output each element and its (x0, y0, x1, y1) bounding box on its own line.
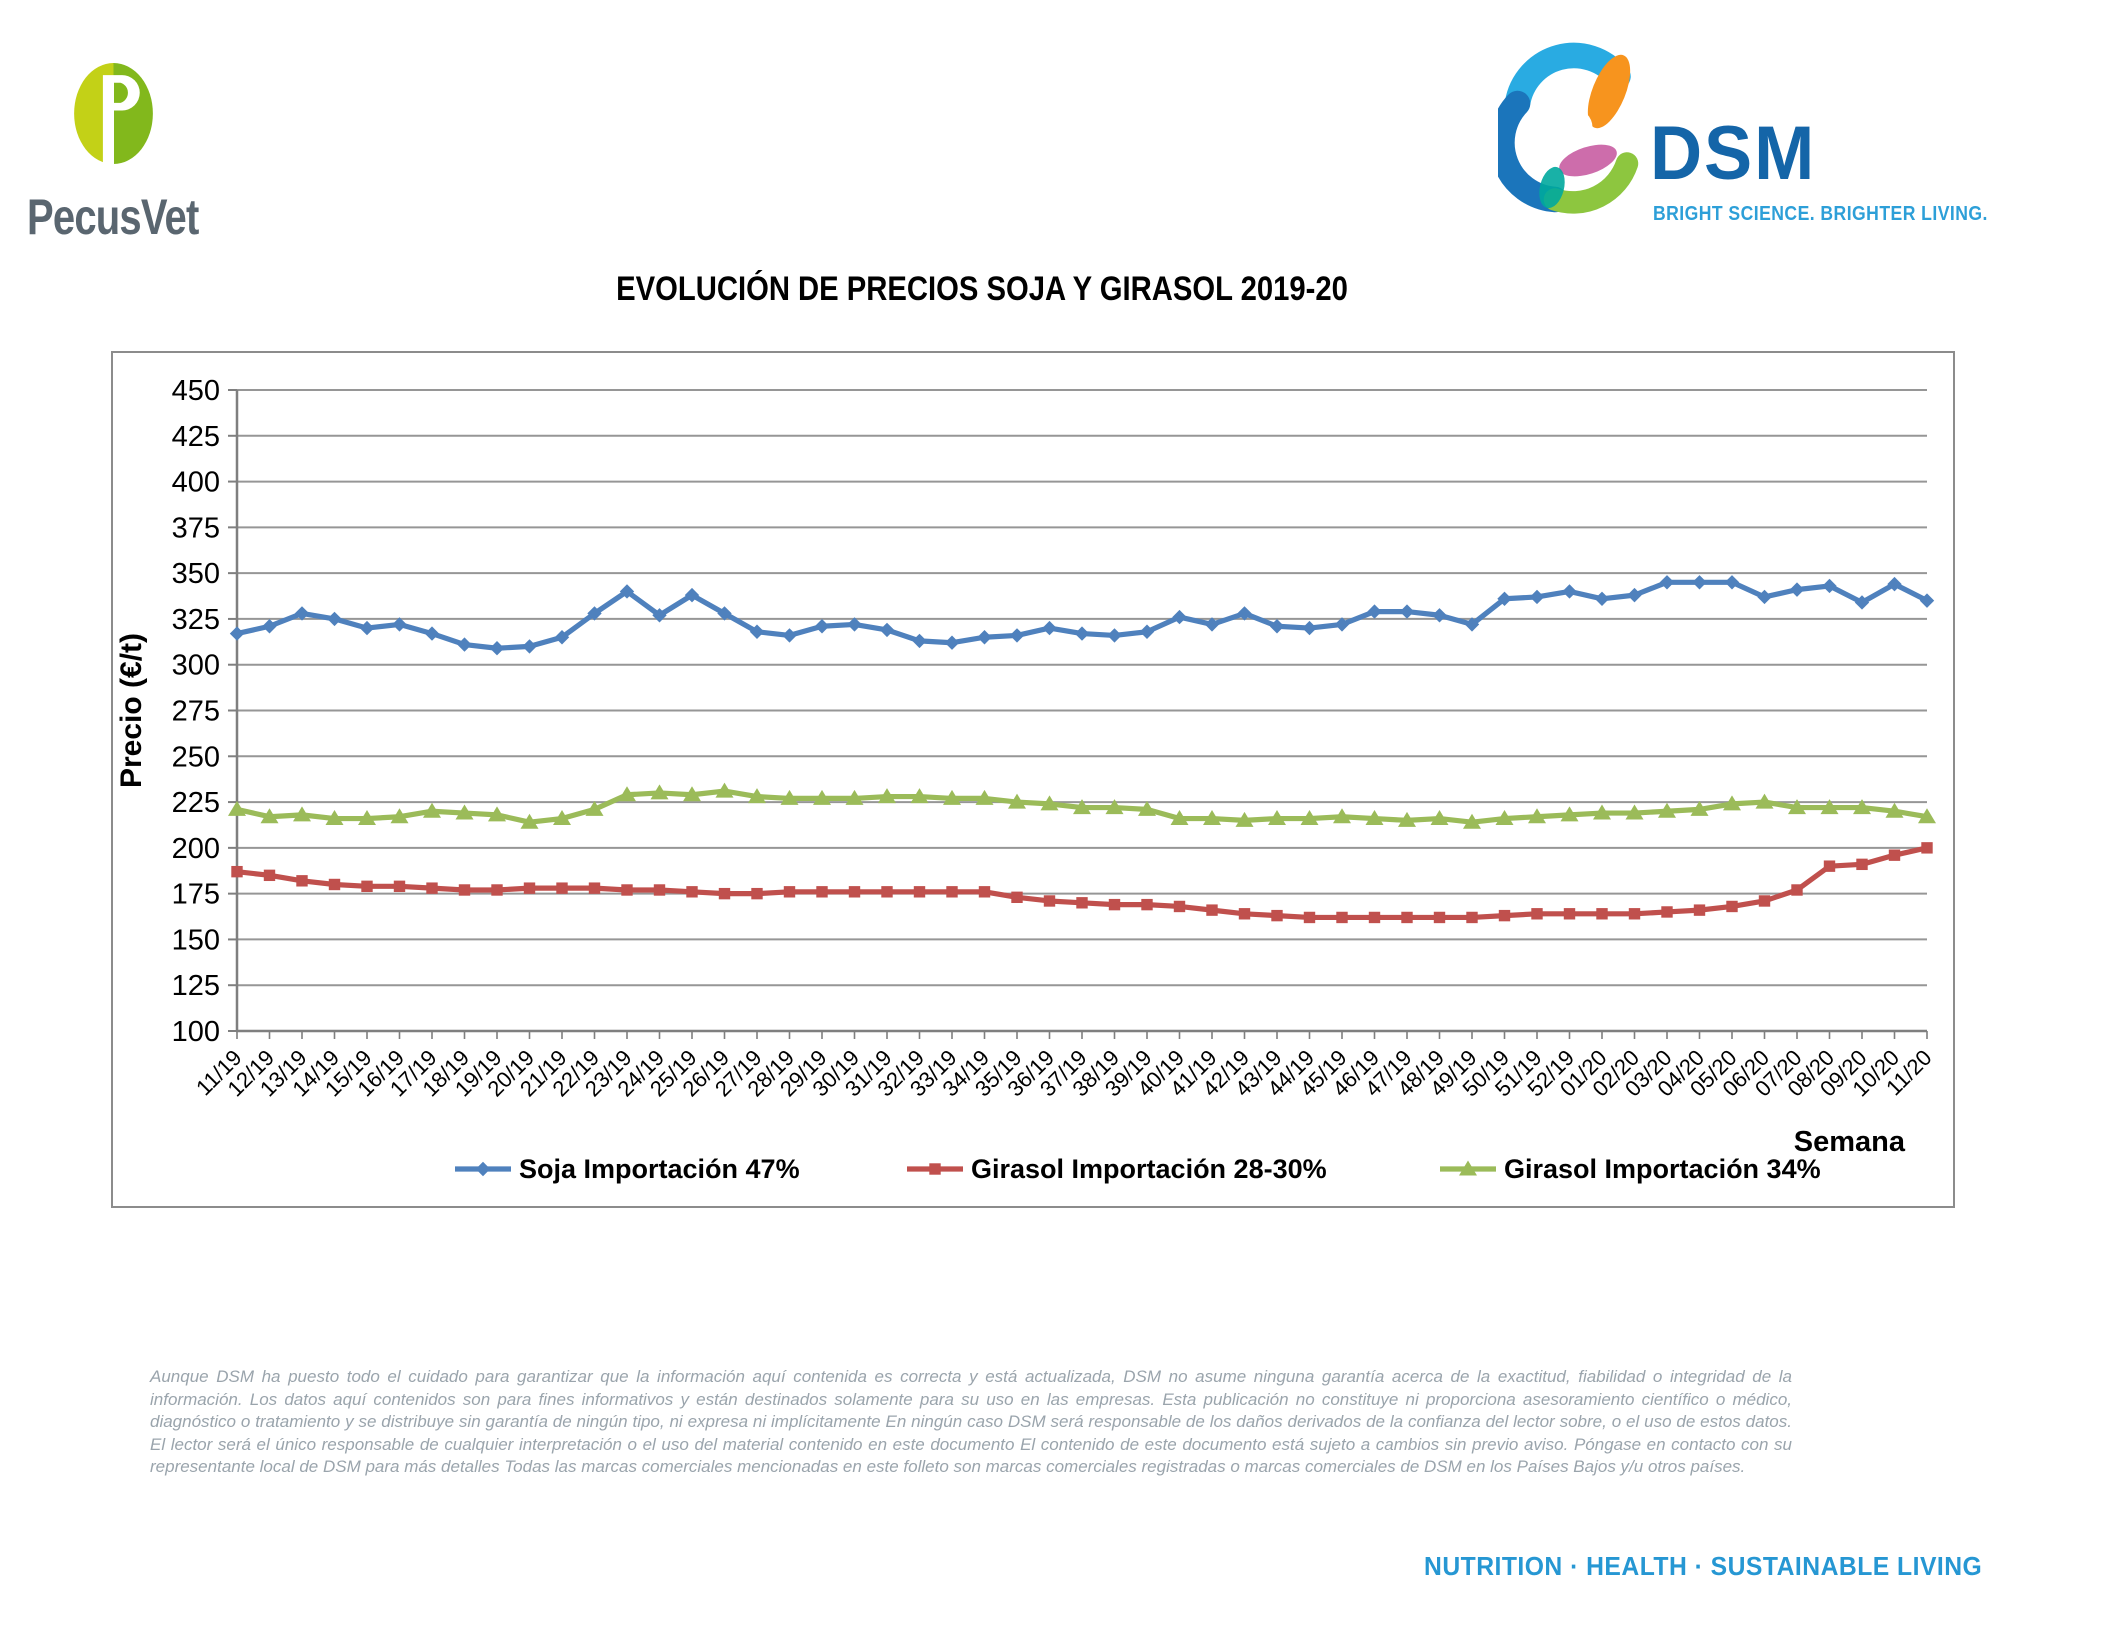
legal-disclaimer: Aunque DSM ha puesto todo el cuidado par… (150, 1367, 1792, 1477)
pecusvet-logo: PecusVet (27, 58, 227, 258)
svg-text:Girasol Importación 34%: Girasol Importación 34% (1504, 1154, 1821, 1184)
svg-text:275: 275 (172, 696, 220, 728)
svg-text:325: 325 (172, 604, 220, 636)
dsm-footer-tagline: NUTRITION · HEALTH · SUSTAINABLE LIVING (1424, 1551, 1983, 1581)
x-axis-labels: 11/1912/1913/1914/1915/1916/1917/1918/19… (191, 1045, 1936, 1102)
dsm-tagline: BRIGHT SCIENCE. BRIGHTER LIVING. (1653, 203, 1988, 225)
svg-text:300: 300 (172, 650, 220, 682)
series-1 (231, 842, 1933, 924)
legend-item-2: Girasol Importación 34% (1440, 1154, 1821, 1184)
svg-text:125: 125 (172, 970, 220, 1002)
axes (235, 390, 1928, 1039)
svg-text:150: 150 (172, 924, 220, 956)
legend-item-0: Soja Importación 47% (455, 1154, 800, 1184)
svg-text:175: 175 (172, 879, 220, 911)
chart-legend: Soja Importación 47% Girasol Importación … (455, 1154, 1821, 1184)
dsm-logo: DSM BRIGHT SCIENCE. BRIGHTER LIVING. (1498, 38, 1987, 248)
svg-text:225: 225 (172, 787, 220, 819)
svg-text:Soja Importación 47%: Soja Importación 47% (519, 1154, 800, 1184)
pecusvet-monogram-icon (74, 63, 153, 165)
y-axis-labels: 100 125 150 175 200 225 250 275 300 325 350 375 400 4… (172, 375, 220, 1048)
svg-text:100: 100 (172, 1016, 220, 1048)
pecusvet-wordmark: PecusVet (27, 189, 199, 245)
dsm-swirl-icon (1498, 42, 1639, 214)
svg-text:200: 200 (172, 833, 220, 865)
svg-text:375: 375 (172, 512, 220, 544)
chart-title: EVOLUCIÓN DE PRECIOS SOJA Y GIRASOL 2019… (616, 270, 1348, 308)
y-axis-title: Precio (€/t) (115, 633, 148, 788)
svg-text:450: 450 (172, 375, 220, 407)
chart-area: 100 125 150 175 200 225 250 275 300 325 350 375 400 4… (111, 351, 1955, 1208)
series-2 (228, 782, 1936, 829)
svg-text:Girasol Importación 28-30%: Girasol Importación 28-30% (971, 1154, 1327, 1184)
svg-text:250: 250 (172, 741, 220, 773)
price-chart-svg: 100 125 150 175 200 225 250 275 300 325 350 375 400 4… (115, 375, 1937, 1184)
x-axis-title: Semana (1794, 1126, 1906, 1158)
legend-item-1: Girasol Importación 28-30% (907, 1154, 1327, 1184)
series-0 (229, 575, 1935, 656)
dsm-wordmark: DSM (1650, 111, 1817, 196)
svg-text:425: 425 (172, 421, 220, 453)
gridlines (228, 389, 1927, 1032)
svg-text:350: 350 (172, 558, 220, 590)
svg-text:400: 400 (172, 467, 220, 499)
